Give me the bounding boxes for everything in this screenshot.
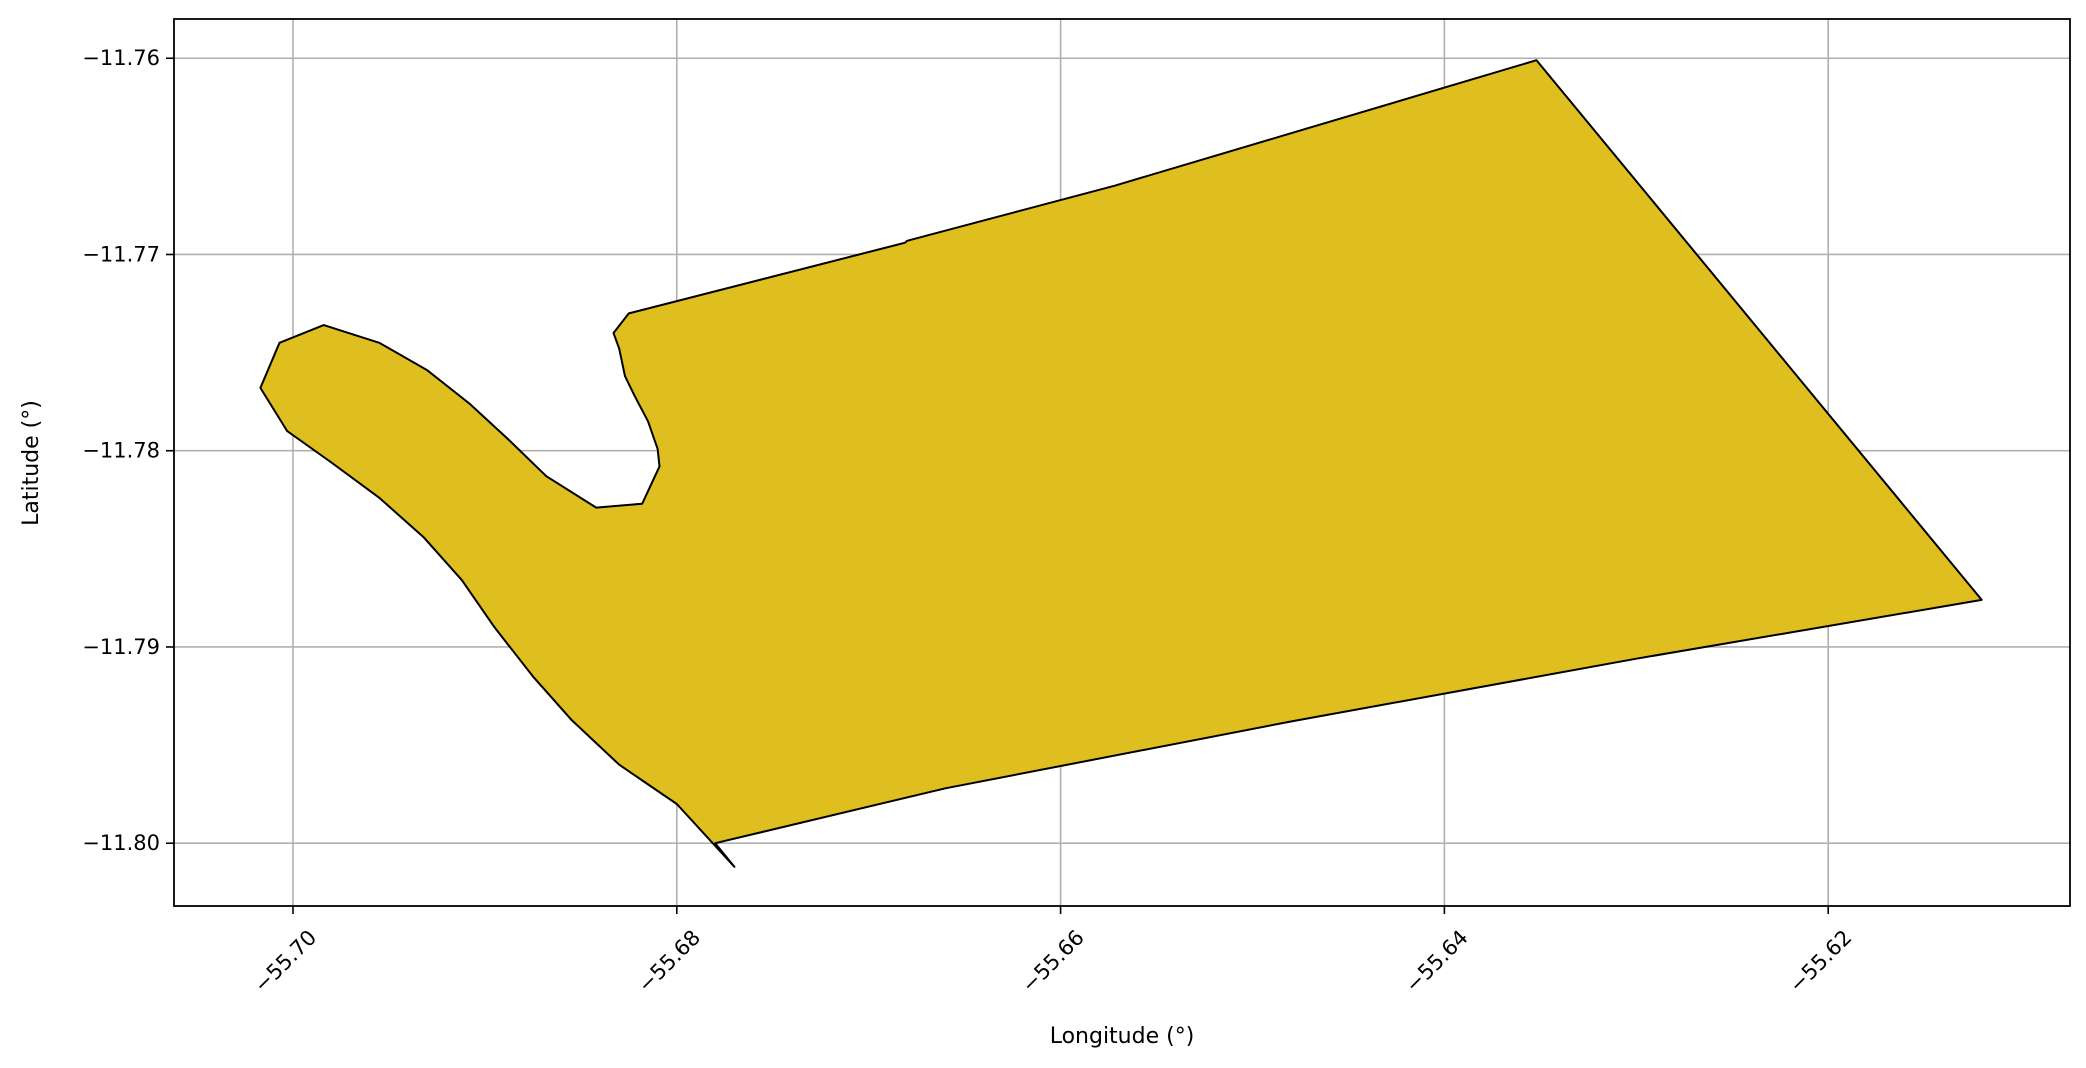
plot-frame (173, 18, 2071, 907)
y-axis-label: Latitude (°) (19, 400, 44, 526)
y-tick-label: −11.77 (82, 242, 160, 266)
region-polygon (259, 59, 1983, 868)
y-tick-label: −11.80 (82, 831, 160, 855)
x-axis-label: Longitude (°) (1050, 1024, 1195, 1049)
y-tick-label: −11.78 (82, 439, 160, 463)
polygon-layer (259, 59, 1983, 868)
y-tick-label: −11.79 (82, 635, 160, 659)
y-tick-label: −11.76 (82, 46, 160, 70)
